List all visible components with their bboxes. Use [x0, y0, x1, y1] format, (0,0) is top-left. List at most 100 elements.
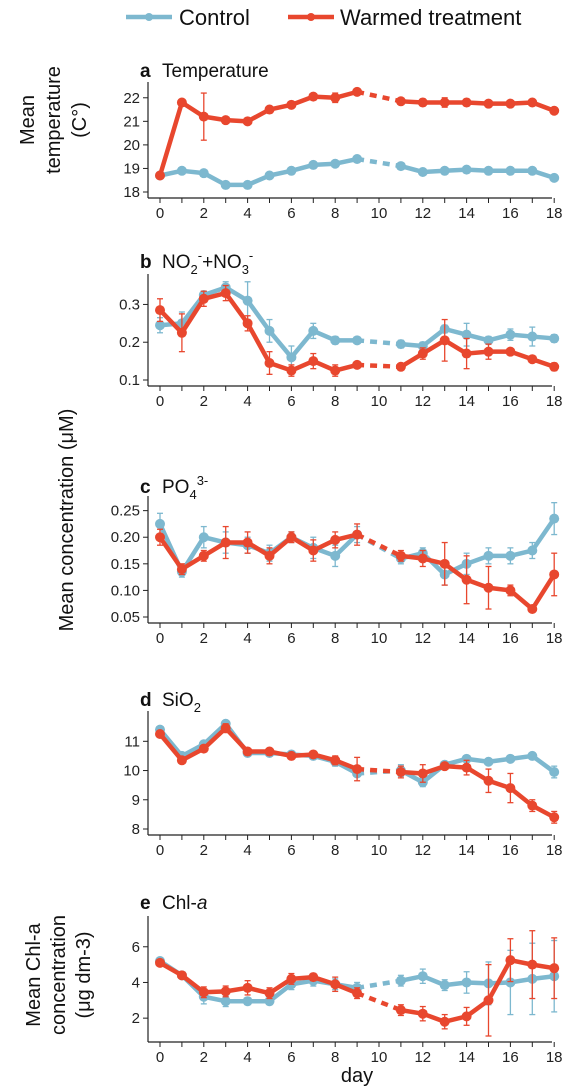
panel-a: a Temperature 18 19 20 21 22 0 2 4 6 8 10 12 14 16 18: [123, 61, 562, 222]
panel-letter-e: e: [140, 893, 151, 914]
data-point: [264, 170, 275, 181]
concentration-ylabel: Mean concentration (μM): [56, 409, 78, 632]
data-point: [461, 164, 472, 175]
data-point: [330, 158, 341, 169]
data-point: [308, 545, 319, 556]
data-point: [242, 179, 253, 190]
series-warmed: [155, 86, 560, 181]
data-point: [505, 98, 516, 109]
data-point: [198, 168, 209, 179]
x-tick-label: 2: [200, 393, 208, 410]
data-point: [155, 518, 165, 529]
panel-title-part: -: [249, 248, 253, 263]
panel-title-part: NO: [162, 252, 191, 273]
x-tick-label: 10: [371, 1049, 388, 1066]
x-tick-label: 12: [414, 630, 431, 647]
panel-title-part: +NO: [202, 252, 242, 273]
data-point: [308, 91, 319, 102]
y-tick-label: 19: [123, 160, 140, 177]
x-tick-label: 6: [287, 393, 295, 410]
y-tick-label: 0.10: [111, 582, 140, 599]
x-tick-label: 8: [331, 842, 339, 859]
data-point: [549, 767, 560, 777]
data-point: [330, 979, 341, 990]
x-tick-label: 10: [371, 205, 388, 222]
x-tick-label: 6: [287, 205, 295, 222]
series-line: [158, 290, 358, 373]
x-tick-label: 12: [414, 393, 431, 410]
y-tick-label: 18: [123, 184, 140, 201]
data-point: [198, 111, 209, 122]
data-point: [527, 750, 538, 761]
data-point: [155, 729, 165, 739]
x-tick-label: 0: [156, 1049, 164, 1066]
panel-title-c: PO43-: [162, 473, 208, 502]
y-tick-label: 0.2: [119, 334, 140, 351]
data-point: [549, 963, 560, 974]
data-point: [417, 1008, 428, 1019]
x-tick-label: 2: [200, 842, 208, 859]
y-tick-label: 22: [123, 90, 140, 107]
y-tick-label: 2: [132, 1010, 140, 1027]
x-tick-label: 2: [200, 205, 208, 222]
data-point: [527, 800, 538, 811]
x-tick-label: 4: [243, 205, 251, 222]
data-point: [461, 97, 472, 108]
data-point: [395, 550, 406, 561]
data-point: [330, 92, 341, 103]
data-point: [220, 723, 231, 734]
data-point: [527, 959, 538, 970]
data-point: [505, 165, 516, 176]
series-line: [158, 725, 358, 772]
x-tick-label: 0: [156, 205, 164, 222]
data-point: [286, 750, 297, 761]
x-tick-label: 4: [243, 630, 251, 647]
series-gap-dashed: [356, 338, 402, 347]
data-point: [242, 116, 253, 127]
x-tick-label: 8: [331, 393, 339, 410]
y-tick-label: 0.15: [111, 556, 140, 573]
panel-e: e Chl-a 2 4 6 0 2 4 6 8 10 12 14 16 18: [132, 893, 563, 1066]
data-point: [505, 753, 516, 764]
series-warmed: [155, 523, 560, 615]
x-tick-label: 12: [414, 205, 431, 222]
x-tick-label: 8: [331, 205, 339, 222]
x-tick-label: 16: [502, 1049, 519, 1066]
panel-letter-c: c: [140, 477, 151, 498]
data-point: [417, 348, 428, 359]
data-point: [176, 564, 187, 575]
data-point: [352, 359, 363, 370]
panel-title-part: -: [198, 248, 202, 263]
legend-warmed-marker: [307, 13, 315, 21]
x-axis-label: day: [341, 1065, 373, 1087]
data-point: [264, 746, 275, 757]
x-tick-label: 4: [243, 1049, 251, 1066]
y-tick-label: 0.25: [111, 503, 140, 520]
data-point: [395, 975, 406, 986]
data-point: [176, 327, 187, 338]
data-point: [352, 154, 363, 165]
y-tick-label: 0.20: [111, 529, 140, 546]
data-point: [483, 165, 494, 176]
panel-title-part: 2: [194, 700, 201, 715]
data-point: [439, 97, 450, 108]
data-point: [155, 170, 165, 181]
data-point: [549, 569, 560, 580]
data-point: [308, 159, 319, 170]
data-point: [505, 329, 516, 340]
series-line: [157, 89, 358, 177]
y-tick-label: 9: [132, 792, 140, 809]
panel-title-part: PO: [162, 477, 189, 498]
data-point: [527, 331, 538, 342]
series-warmed: [155, 930, 560, 1037]
data-point: [439, 558, 450, 569]
legend-control-marker: [145, 13, 153, 21]
x-tick-label: 18: [546, 1049, 563, 1066]
x-tick-label: 4: [243, 393, 251, 410]
data-point: [308, 972, 319, 983]
x-tick-label: 14: [458, 1049, 475, 1066]
panel-title-part: 3-: [197, 473, 209, 488]
data-point: [264, 550, 275, 561]
